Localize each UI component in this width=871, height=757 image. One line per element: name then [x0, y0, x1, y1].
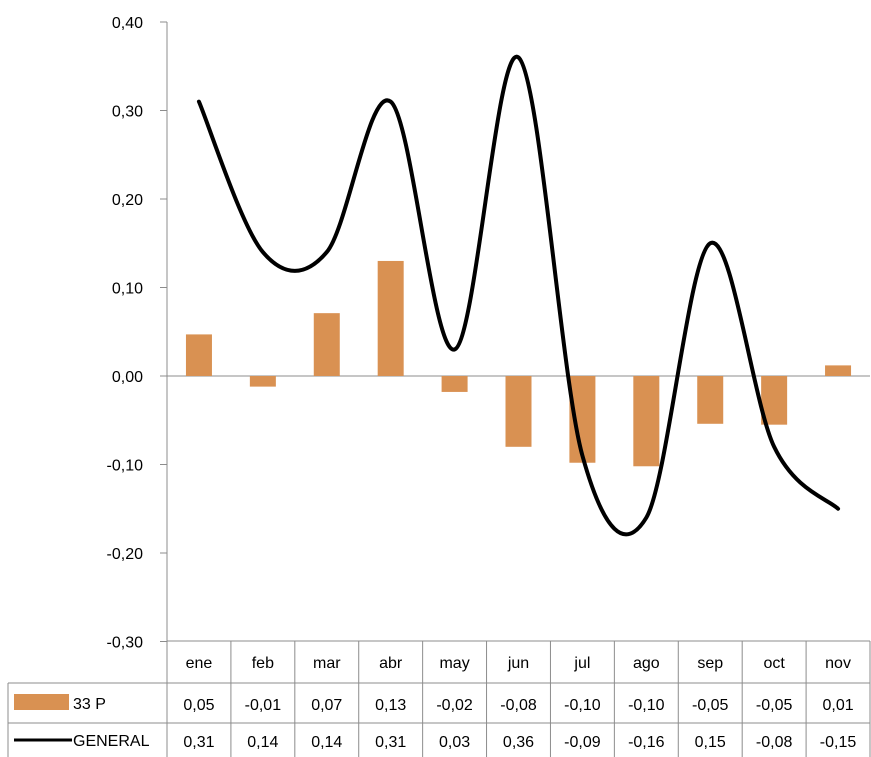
data-label-general: -0,16 — [628, 734, 665, 751]
x-tick-label: feb — [252, 655, 274, 672]
x-tick-label: sep — [697, 655, 723, 672]
y-tick-label: -0,10 — [107, 458, 144, 475]
data-label-general: 0,03 — [439, 734, 470, 751]
data-label-general: 0,14 — [311, 734, 342, 751]
data-label-33p: -0,01 — [245, 697, 282, 714]
x-tick-label: may — [439, 655, 469, 672]
bar-33p — [441, 376, 468, 392]
legend-label-general: GENERAL — [73, 733, 150, 750]
bar-33p — [505, 376, 532, 447]
y-tick-label: 0,40 — [112, 15, 143, 32]
bar-33p — [185, 334, 212, 376]
data-label-33p: -0,02 — [436, 697, 473, 714]
x-tick-label: ene — [186, 655, 213, 672]
data-label-general: -0,08 — [756, 734, 793, 751]
data-label-33p: -0,10 — [628, 697, 665, 714]
data-label-33p: 0,07 — [311, 697, 342, 714]
x-tick-label: jul — [573, 655, 590, 672]
bar-33p — [825, 365, 852, 376]
bar-33p — [633, 376, 660, 467]
data-label-33p: -0,05 — [756, 697, 793, 714]
x-tick-label: ago — [633, 655, 660, 672]
x-tick-label: oct — [763, 655, 785, 672]
line-general — [196, 55, 841, 537]
y-tick-label: 0,10 — [112, 281, 143, 298]
bar-33p — [697, 376, 724, 424]
data-label-general: -0,09 — [564, 734, 601, 751]
data-label-33p: -0,10 — [564, 697, 601, 714]
x-tick-label: nov — [825, 655, 851, 672]
data-label-33p: -0,08 — [500, 697, 537, 714]
legend-swatch-33p — [14, 694, 69, 710]
data-label-33p: -0,05 — [692, 697, 729, 714]
data-label-33p: 0,01 — [822, 697, 853, 714]
y-tick-label: 0,30 — [112, 104, 143, 121]
x-tick-label: mar — [313, 655, 341, 672]
data-label-general: 0,14 — [247, 734, 278, 751]
bar-33p — [249, 376, 276, 387]
data-label-general: 0,31 — [375, 734, 406, 751]
y-tick-label: 0,20 — [112, 192, 143, 209]
data-label-general: 0,36 — [503, 734, 534, 751]
x-tick-label: jun — [507, 655, 529, 672]
y-tick-label: -0,30 — [107, 635, 144, 652]
y-tick-label: -0,20 — [107, 546, 144, 563]
y-tick-label: 0,00 — [112, 369, 143, 386]
data-label-general: -0,15 — [820, 734, 857, 751]
legend-label-33p: 33 P — [73, 696, 106, 713]
data-label-general: 0,31 — [183, 734, 214, 751]
data-label-33p: 0,05 — [183, 697, 214, 714]
bar-33p — [313, 313, 340, 376]
data-label-33p: 0,13 — [375, 697, 406, 714]
data-label-general: 0,15 — [695, 734, 726, 751]
x-tick-label: abr — [379, 655, 403, 672]
bar-33p — [377, 260, 404, 376]
